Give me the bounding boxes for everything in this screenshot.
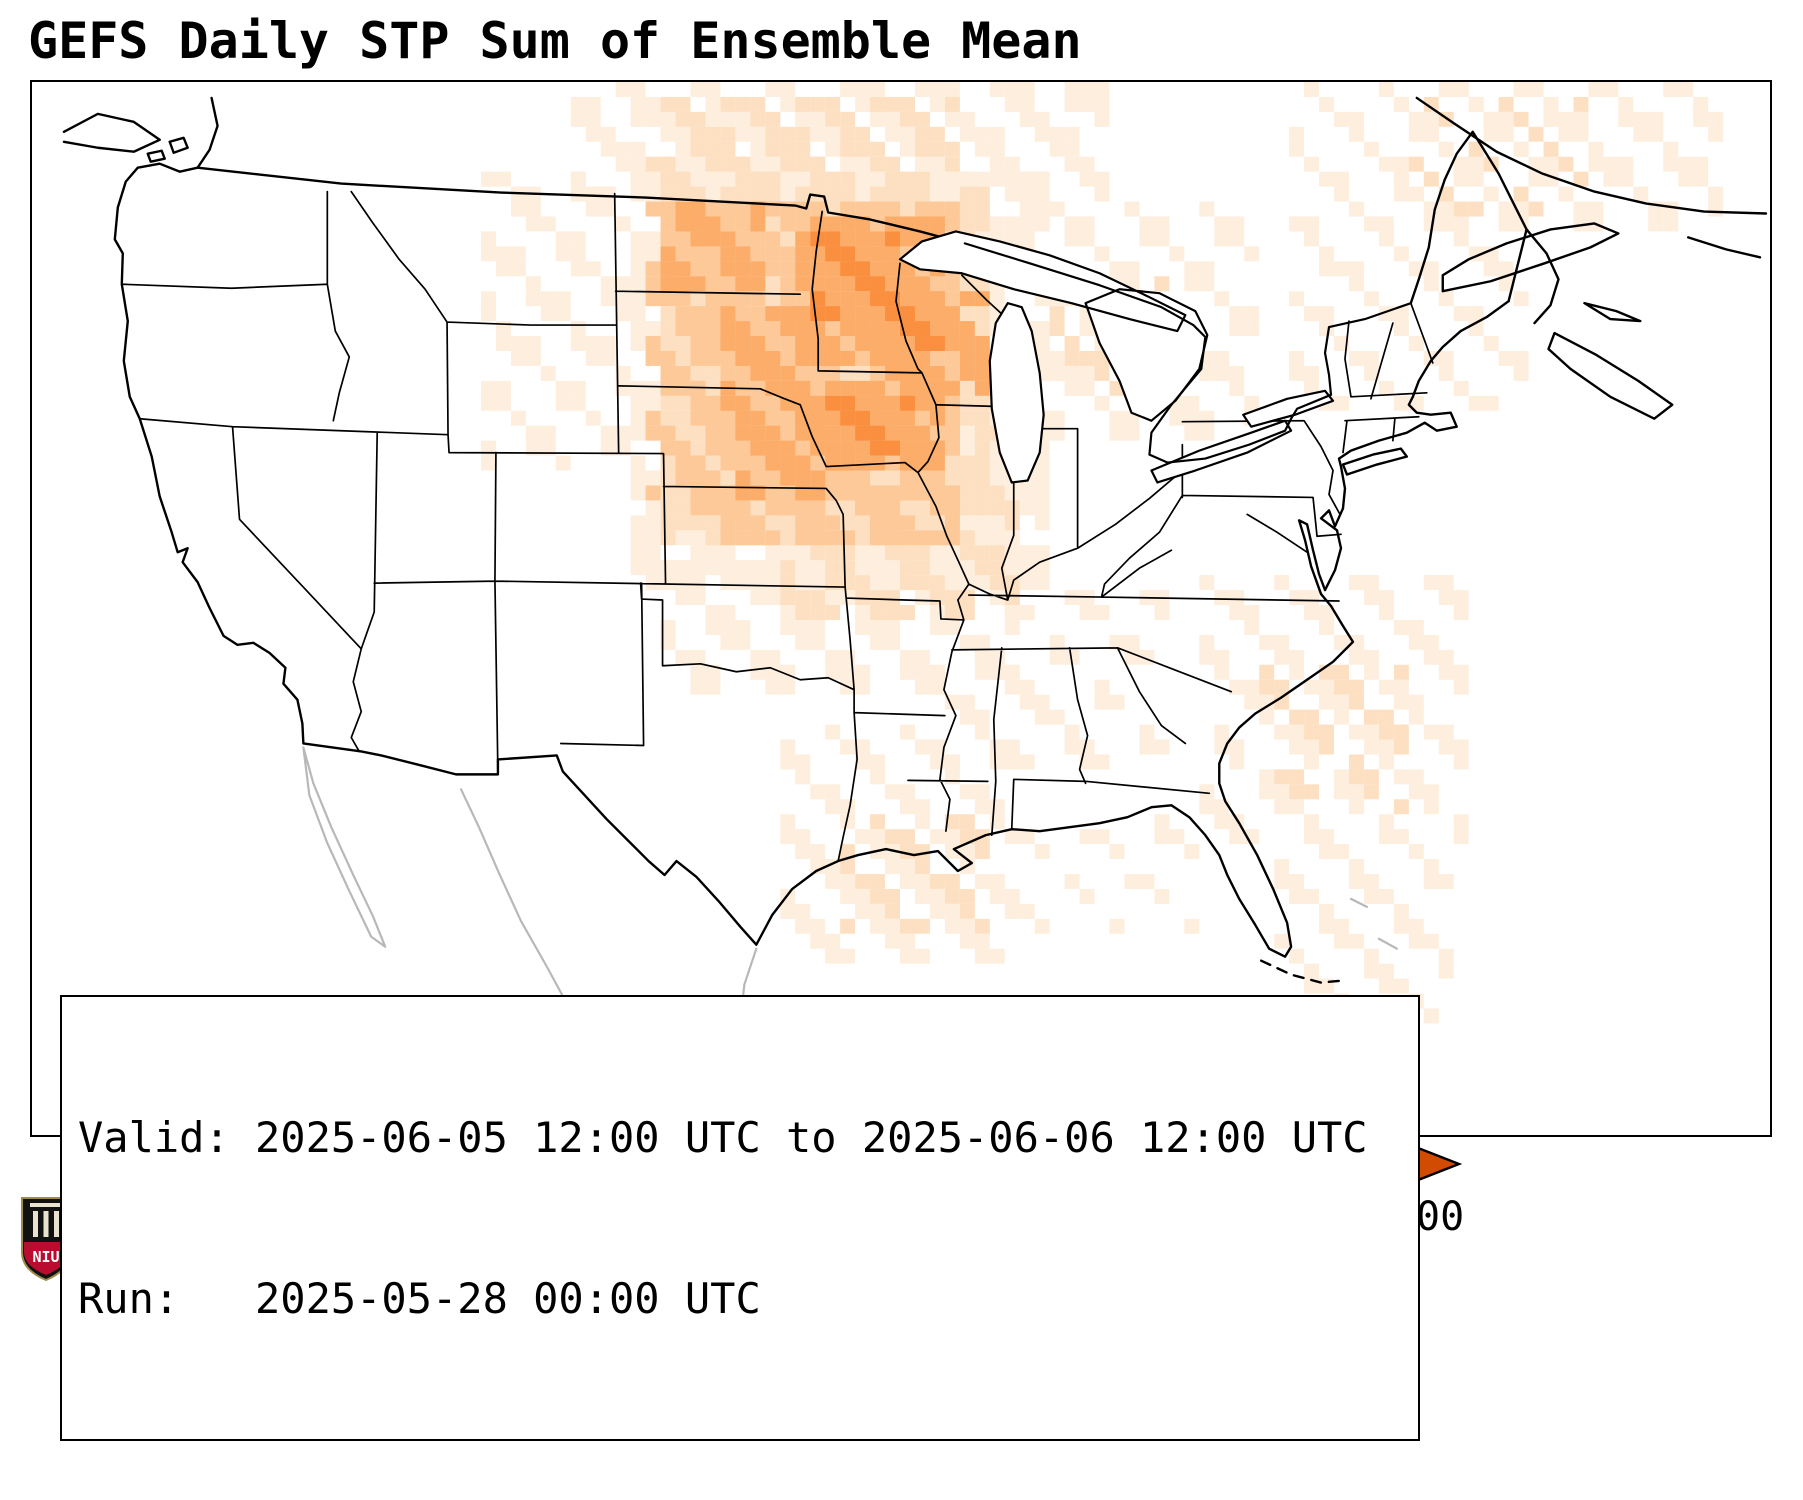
- florida-keys: [1259, 959, 1345, 984]
- validity-info-box: Valid: 2025-06-05 12:00 UTC to 2025-06-0…: [60, 995, 1420, 1441]
- niu-shield-icon: NIU: [21, 1197, 71, 1282]
- state-borders: [120, 190, 1434, 862]
- long-island: [1341, 447, 1409, 476]
- valid-time-text: Valid: 2025-06-05 12:00 UTC to 2025-06-0…: [78, 1112, 1368, 1162]
- run-time-text: Run: 2025-05-28 00:00 UTC: [78, 1273, 761, 1323]
- border-through-lakes: [963, 242, 1412, 464]
- canada-border-east: [963, 242, 1412, 464]
- figure-title: GEFS Daily STP Sum of Ensemble Mean: [28, 12, 1082, 70]
- eastern-canada-coast: [1415, 96, 1768, 420]
- state-border-lines: [120, 190, 1434, 862]
- map-frame: Valid: 2025-06-05 12:00 UTC to 2025-06-0…: [30, 80, 1772, 1441]
- british-columbia-coast: [62, 96, 219, 169]
- niu-logo-text: NIU: [32, 1248, 59, 1266]
- conus-outline: [113, 162, 1510, 958]
- us-map: [62, 82, 1768, 1128]
- niu-logo: NIU: [20, 1196, 72, 1292]
- us-coastline: [62, 96, 1768, 984]
- heatmap-layer: [480, 82, 1724, 1024]
- canada-border-west: [196, 166, 967, 245]
